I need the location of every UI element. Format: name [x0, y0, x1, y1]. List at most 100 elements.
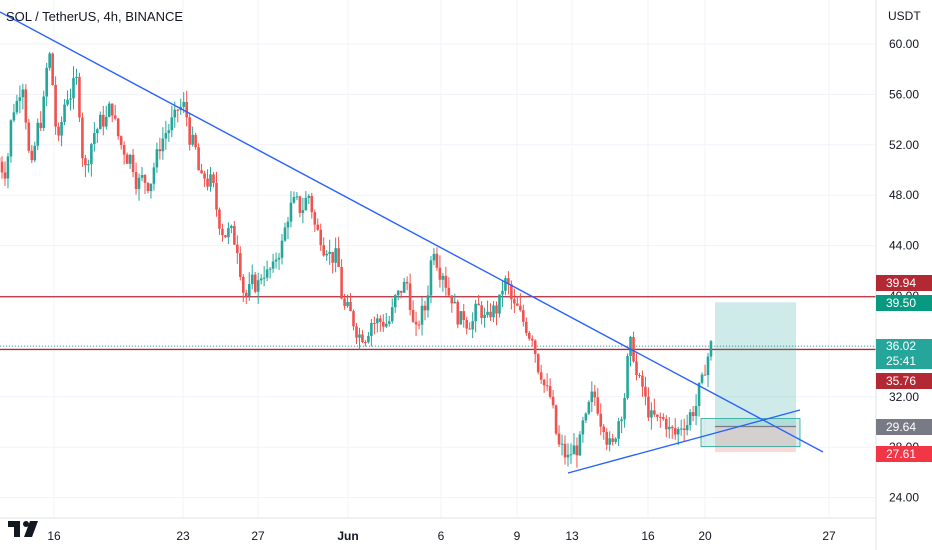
candle-body — [602, 426, 606, 433]
x-tick-label: 27 — [822, 529, 836, 543]
price-badge-value: 39.94 — [886, 276, 917, 290]
price-badge-value: 39.50 — [886, 296, 917, 310]
candle-body — [6, 156, 10, 179]
candle-body — [54, 84, 57, 127]
candle-body — [128, 154, 132, 164]
candle-body — [524, 321, 528, 333]
candle-body — [358, 334, 361, 338]
candle-body — [215, 183, 218, 210]
candle-body — [456, 301, 460, 325]
candle-body — [566, 454, 570, 458]
candle-body — [352, 311, 355, 327]
candle-body — [119, 136, 123, 146]
candle-body — [533, 340, 537, 355]
candle-body — [253, 274, 257, 292]
candle-body — [471, 321, 474, 330]
candle-body — [641, 375, 644, 387]
candle-body — [560, 443, 564, 445]
candle-body — [289, 202, 293, 222]
candle-body — [667, 426, 671, 430]
candle-body — [536, 354, 540, 373]
candle-body — [280, 240, 284, 258]
candle-body — [659, 416, 662, 418]
candle-body — [629, 336, 632, 357]
candle-body — [18, 97, 22, 101]
trendlines[interactable] — [0, 11, 824, 474]
candle-body — [367, 336, 370, 343]
price-badge: 39.94 — [876, 275, 932, 291]
candle-body — [623, 397, 626, 420]
long-position-tool[interactable] — [700, 302, 801, 453]
candle-body — [682, 428, 686, 431]
candle-body — [328, 251, 331, 254]
candle-body — [250, 274, 254, 285]
candle-body — [319, 229, 323, 246]
candle-body — [429, 260, 433, 296]
candle-body — [501, 290, 504, 295]
candle-body — [334, 248, 337, 263]
candle-body — [185, 101, 188, 118]
x-tick-label: 6 — [438, 529, 445, 543]
candle-body — [206, 178, 209, 187]
candle-body — [295, 196, 299, 198]
candle-body — [9, 120, 13, 157]
candle-body — [402, 281, 406, 293]
candle-body — [453, 301, 457, 304]
candle-body — [15, 100, 19, 113]
candle-body — [432, 253, 436, 261]
candle-body — [423, 305, 427, 311]
candle-body — [694, 406, 698, 417]
candle-body — [364, 342, 367, 344]
candle-body — [307, 195, 311, 198]
candle-body — [426, 295, 430, 311]
candle-body — [146, 182, 150, 192]
candle-body — [256, 280, 260, 292]
candle-body — [233, 225, 236, 245]
candle-body — [590, 391, 594, 402]
candle-body — [578, 434, 582, 456]
candle-body — [239, 253, 242, 277]
candle-body — [477, 303, 480, 306]
candle-body — [12, 112, 16, 121]
candle-body — [197, 147, 200, 171]
candle-body — [143, 175, 147, 183]
candle-body — [519, 305, 522, 311]
candle-body — [63, 104, 66, 122]
candle-body — [158, 149, 162, 152]
candle-body — [361, 334, 364, 343]
candle-body — [200, 170, 203, 174]
candle-body — [268, 268, 272, 270]
candle-body — [474, 303, 477, 322]
candle-body — [104, 116, 108, 127]
candle-body — [408, 283, 412, 310]
candle-body — [438, 267, 442, 280]
candle-body — [301, 210, 305, 213]
candle-body — [96, 129, 99, 134]
candle-body — [638, 374, 641, 376]
candle-body — [522, 310, 525, 322]
x-tick-label: 20 — [698, 529, 712, 543]
candle-body — [539, 372, 543, 380]
candle-body — [617, 421, 620, 439]
y-tick-label: 32.00 — [889, 390, 919, 404]
candle-body — [599, 413, 603, 427]
candle-body — [60, 121, 63, 136]
candle-body — [84, 158, 87, 166]
candle-body — [483, 314, 486, 319]
candle-body — [584, 413, 588, 421]
candle-body — [495, 305, 498, 314]
y-tick-label: 52.00 — [889, 138, 919, 152]
candle-body — [569, 454, 573, 456]
candle-body — [116, 118, 120, 137]
profit-zone — [715, 302, 796, 427]
candle-body — [292, 197, 296, 203]
candle-body — [69, 98, 72, 100]
candle-body — [42, 96, 46, 129]
candle-body — [286, 221, 290, 228]
price-badge: 39.50 — [876, 295, 932, 311]
price-badge-value: 27.61 — [886, 447, 917, 461]
chart-title: SOL / TetherUS, 4h, BINANCE — [6, 9, 184, 24]
candle-body — [259, 278, 263, 281]
candle-body — [542, 379, 546, 386]
